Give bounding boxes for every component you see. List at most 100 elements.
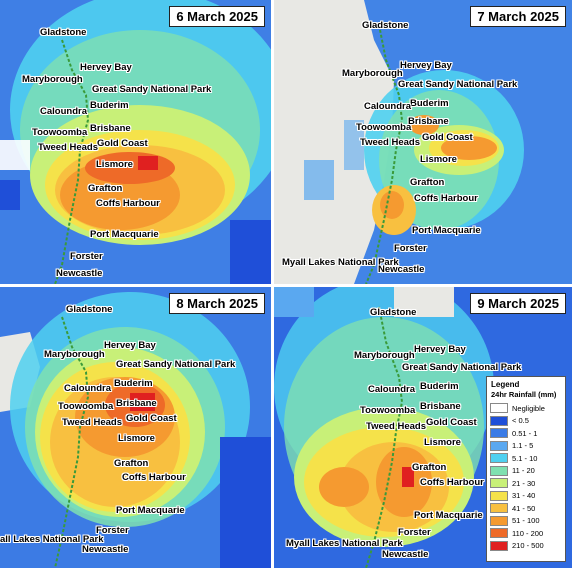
legend-label: 31 - 40: [512, 491, 536, 501]
place-maryborough: Maryborough: [354, 350, 415, 361]
legend-item: 1.1 - 5: [487, 440, 565, 453]
place-caloundra: Caloundra: [368, 384, 415, 395]
place-buderim: Buderim: [420, 381, 459, 392]
place-maryborough: Maryborough: [342, 68, 403, 79]
legend-label: 51 - 100: [512, 516, 540, 526]
place-port-macquarie: Port Macquarie: [90, 229, 159, 240]
place-caloundra: Caloundra: [64, 383, 111, 394]
place-coffs-harbour: Coffs Harbour: [96, 198, 160, 209]
place-great-sandy: Great Sandy National Park: [398, 79, 518, 90]
place-grafton: Grafton: [410, 177, 445, 188]
place-great-sandy: Great Sandy National Park: [116, 359, 236, 370]
place-newcastle: Newcastle: [56, 268, 103, 279]
legend-label: Negligible: [512, 403, 545, 413]
place-maryborough: Maryborough: [22, 74, 83, 85]
legend-item: 41 - 50: [487, 502, 565, 515]
place-toowoomba: Toowoomba: [356, 122, 412, 133]
panel-date: 6 March 2025: [169, 6, 265, 27]
place-tweed-heads: Tweed Heads: [62, 417, 123, 428]
legend-label: 5.1 - 10: [512, 453, 538, 463]
legend-swatch: [490, 540, 508, 551]
map-panel-8-march: 8 March 2025 Gladstone Hervey Bay Marybo…: [0, 287, 271, 568]
legend-item: 5.1 - 10: [487, 452, 565, 465]
legend-label: 41 - 50: [512, 503, 536, 513]
place-brisbane: Brisbane: [90, 123, 131, 134]
rainfall-map-7-march: [274, 0, 572, 284]
place-hervey-bay: Hervey Bay: [104, 340, 156, 351]
panel-divider-horizontal: [0, 284, 572, 287]
legend-label: 11 - 20: [512, 466, 535, 476]
place-gold-coast: Gold Coast: [426, 417, 477, 428]
place-maryborough: Maryborough: [44, 349, 105, 360]
place-buderim: Buderim: [410, 98, 449, 109]
panel-date: 9 March 2025: [470, 293, 566, 314]
legend-items: Negligible < 0.5 0.51 - 1 1.1 - 5 5.1 - 10 11…: [487, 402, 565, 552]
place-coffs-harbour: Coffs Harbour: [122, 472, 186, 483]
legend-swatch: [490, 403, 508, 414]
place-buderim: Buderim: [114, 378, 153, 389]
legend-swatch: [490, 465, 508, 476]
place-tweed-heads: Tweed Heads: [38, 142, 99, 153]
rainfall-legend: Legend 24hr Rainfall (mm) Negligible < 0.…: [486, 376, 566, 562]
place-hervey-bay: Hervey Bay: [80, 62, 132, 73]
place-gold-coast: Gold Coast: [422, 132, 473, 143]
place-brisbane: Brisbane: [420, 401, 461, 412]
place-lismore: Lismore: [424, 437, 461, 448]
place-port-macquarie: Port Macquarie: [414, 510, 483, 521]
place-caloundra: Caloundra: [364, 101, 411, 112]
legend-swatch: [490, 440, 508, 451]
place-myall-lakes: Myall Lakes National Park: [286, 538, 403, 549]
place-caloundra: Caloundra: [40, 106, 87, 117]
place-brisbane: Brisbane: [116, 398, 157, 409]
legend-item: 31 - 40: [487, 490, 565, 503]
legend-label: 210 - 500: [512, 541, 544, 551]
place-gladstone: Gladstone: [370, 307, 417, 318]
place-great-sandy: Great Sandy National Park: [92, 84, 212, 95]
place-gladstone: Gladstone: [362, 20, 409, 31]
place-newcastle: Newcastle: [378, 264, 425, 275]
place-tweed-heads: Tweed Heads: [366, 421, 427, 432]
legend-swatch: [490, 503, 508, 514]
legend-item: 11 - 20: [487, 465, 565, 478]
legend-label: 21 - 30: [512, 478, 536, 488]
legend-swatch: [490, 453, 508, 464]
place-great-sandy: Great Sandy National Park: [402, 362, 522, 373]
place-gold-coast: Gold Coast: [126, 413, 177, 424]
rainfall-map-8-march: [0, 287, 271, 568]
place-newcastle: Newcastle: [382, 549, 429, 560]
place-newcastle: Newcastle: [82, 544, 129, 555]
place-hervey-bay: Hervey Bay: [400, 60, 452, 71]
map-panel-9-march: 9 March 2025 Gladstone Hervey Bay Marybo…: [274, 287, 572, 568]
place-gold-coast: Gold Coast: [97, 138, 148, 149]
place-lismore: Lismore: [420, 154, 457, 165]
place-coffs-harbour: Coffs Harbour: [420, 477, 484, 488]
legend-label: 1.1 - 5: [512, 441, 534, 451]
place-forster: Forster: [70, 251, 103, 262]
place-grafton: Grafton: [412, 462, 447, 473]
legend-item: < 0.5: [487, 415, 565, 428]
place-hervey-bay: Hervey Bay: [414, 344, 466, 355]
place-toowoomba: Toowoomba: [58, 401, 114, 412]
place-lismore: Lismore: [118, 433, 155, 444]
place-forster: Forster: [398, 527, 431, 538]
legend-item: Negligible: [487, 402, 565, 415]
legend-swatch: [490, 478, 508, 489]
place-port-macquarie: Port Macquarie: [412, 225, 481, 236]
place-lismore: Lismore: [96, 159, 133, 170]
place-gladstone: Gladstone: [66, 304, 113, 315]
place-brisbane: Brisbane: [408, 116, 449, 127]
legend-swatch: [490, 415, 508, 426]
legend-label: 110 - 200: [512, 528, 544, 538]
map-panel-7-march: 7 March 2025 Gladstone Hervey Bay Marybo…: [274, 0, 572, 284]
place-toowoomba: Toowoomba: [360, 405, 416, 416]
legend-swatch: [490, 528, 508, 539]
legend-swatch: [490, 515, 508, 526]
legend-label: < 0.5: [512, 416, 529, 426]
place-gladstone: Gladstone: [40, 27, 87, 38]
place-myall-lakes: Myall Lakes National Park: [282, 257, 399, 268]
panel-date: 7 March 2025: [470, 6, 566, 27]
legend-title: Legend: [491, 380, 520, 389]
legend-item: 51 - 100: [487, 515, 565, 528]
legend-item: 210 - 500: [487, 540, 565, 553]
legend-label: 0.51 - 1: [512, 428, 538, 438]
